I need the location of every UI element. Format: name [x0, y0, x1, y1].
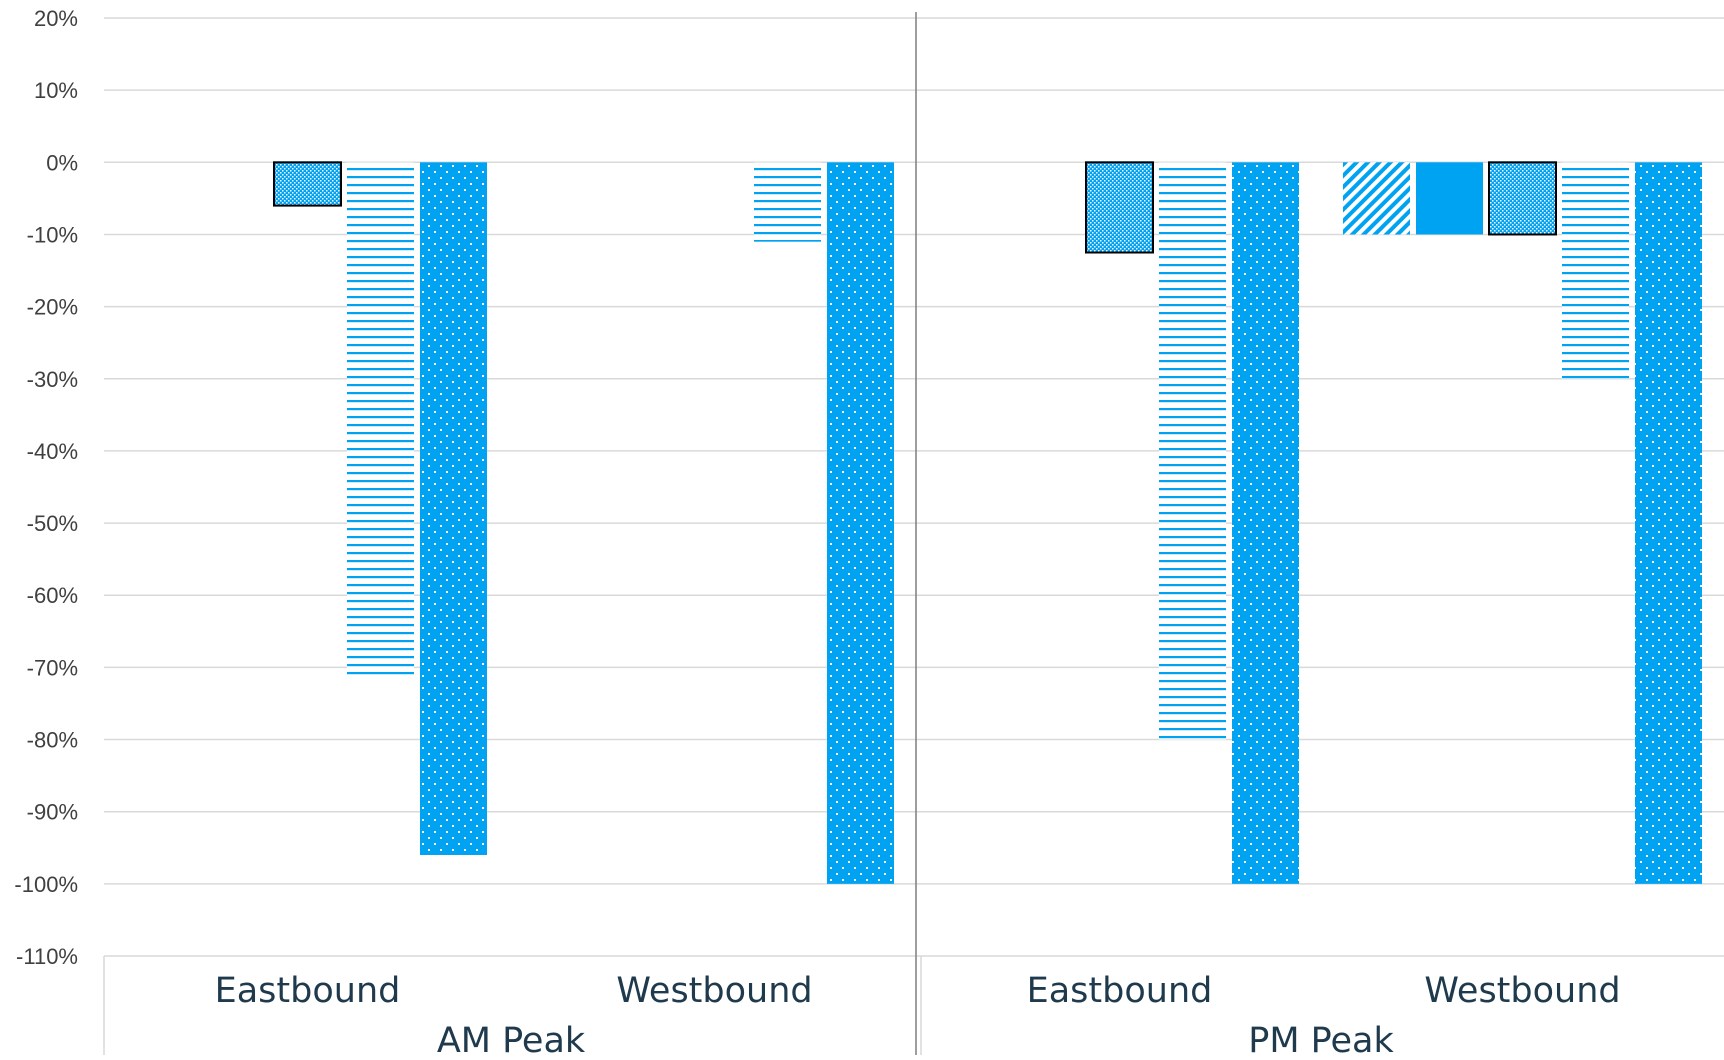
category-label: Eastbound	[215, 971, 401, 1011]
group-label: AM Peak	[437, 1021, 586, 1055]
y-tick-label: -70%	[27, 655, 78, 680]
y-tick-label: -10%	[27, 222, 78, 247]
bar	[1085, 161, 1154, 254]
y-tick-label: 10%	[34, 78, 78, 103]
y-tick-label: -20%	[27, 295, 78, 320]
bar	[827, 162, 894, 884]
category-label: Westbound	[1424, 971, 1620, 1011]
bar	[273, 161, 342, 207]
bar	[754, 162, 821, 242]
y-tick-label: -40%	[27, 439, 78, 464]
y-tick-label: 0%	[46, 150, 78, 175]
y-tick-label: 20%	[34, 6, 78, 31]
y-tick-label: -90%	[27, 800, 78, 825]
y-tick-label: -100%	[14, 872, 78, 897]
bar	[1159, 162, 1226, 740]
category-label: Eastbound	[1027, 971, 1213, 1011]
bar	[1343, 162, 1410, 235]
bar	[1232, 162, 1299, 884]
category-label: Westbound	[616, 971, 812, 1011]
bar	[1416, 162, 1483, 235]
y-tick-label: -60%	[27, 583, 78, 608]
bar	[1635, 162, 1702, 884]
bar	[1562, 162, 1629, 379]
bar	[1488, 161, 1557, 236]
bar	[420, 162, 487, 855]
y-tick-label: -110%	[16, 944, 78, 969]
group-label: PM Peak	[1248, 1021, 1394, 1055]
bar	[347, 162, 414, 675]
y-tick-label: -50%	[27, 511, 78, 536]
y-axis: 20% 10% 0% -10% -20% -30% -40% -50% -60% -70% -80%…	[14, 6, 78, 969]
y-tick-label: -30%	[27, 367, 78, 392]
y-tick-label: -80%	[27, 728, 78, 753]
x-axis: Eastbound Westbound AM Peak Eastbound Westbo…	[103, 12, 1621, 1060]
bars	[273, 161, 1702, 884]
